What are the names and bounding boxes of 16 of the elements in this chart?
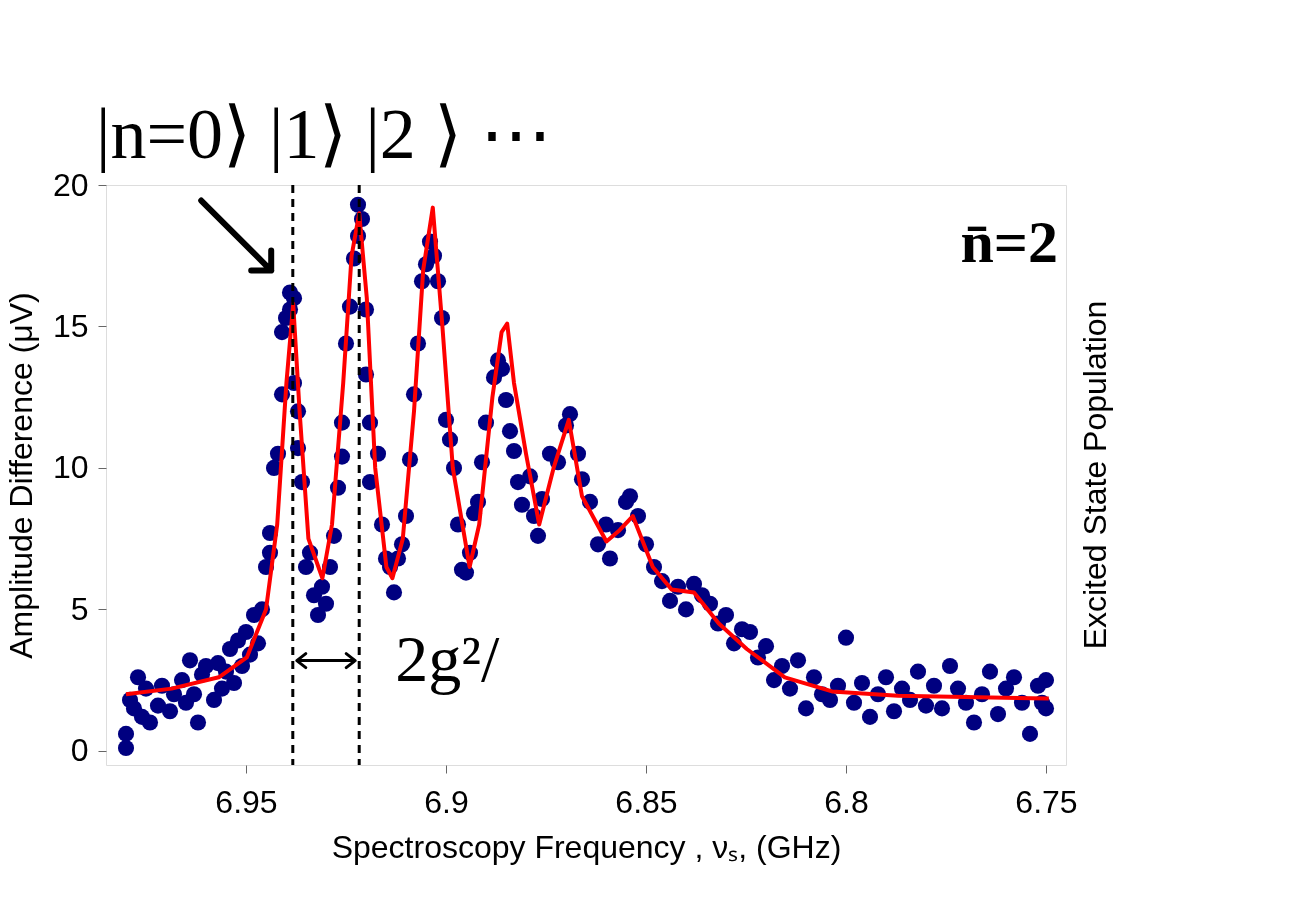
annotation: 2g²/	[395, 621, 500, 695]
y-tick-label: 10	[52, 449, 89, 486]
x-tick-label: 6.9	[424, 783, 469, 820]
x-tick-label: 6.75	[1015, 783, 1078, 820]
y-tick-label: 20	[52, 166, 89, 203]
annotation: |n=0⟩ |1⟩ |2 ⟩ ⋯	[96, 94, 552, 174]
x-tick-label: 6.8	[824, 783, 869, 820]
y-tick-label: 5	[70, 590, 89, 627]
x-tick-label: 6.95	[215, 783, 278, 820]
x-tick-label: 6.85	[615, 783, 678, 820]
y-tick-label: 0	[70, 732, 89, 769]
y-tick-label: 15	[52, 307, 89, 344]
x-axis-title: Spectroscopy Frequency , νₛ, (GHz)	[331, 828, 842, 865]
y2-axis-title: Excited State Population	[1077, 300, 1113, 650]
annotation: n̄=2	[960, 209, 1058, 275]
y-axis-title: Amplitude Difference (μV)	[2, 292, 39, 659]
